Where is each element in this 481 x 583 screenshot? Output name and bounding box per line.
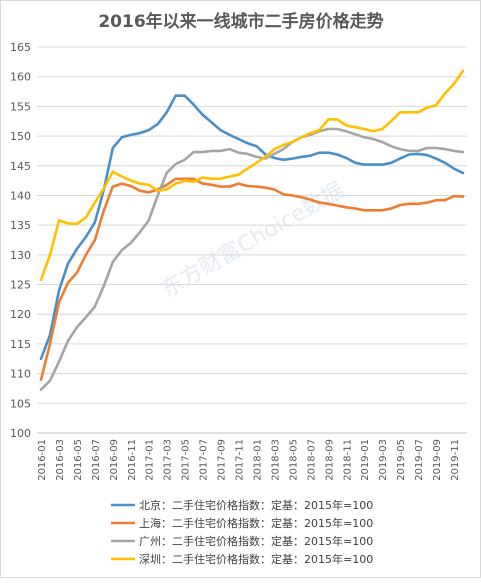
series-line-3 <box>39 127 465 391</box>
series-line-2 <box>39 177 465 381</box>
x-tick-label: 2016-05 <box>73 439 84 481</box>
x-tick-label: 2019-07 <box>414 439 425 481</box>
series-line-4 <box>39 69 465 282</box>
x-tick-label: 2019-03 <box>378 439 389 481</box>
y-axis: 100 105 110 115 120 125 130 135 140 145 150 155 160 1… <box>10 41 31 440</box>
x-tick-label: 2016-11 <box>127 439 138 481</box>
series-lines <box>39 69 465 391</box>
x-tick-label: 2019-05 <box>396 439 407 481</box>
y-tick-label: 115 <box>10 338 31 351</box>
chart-title: 2016年以来一线城市二手房价格走势 <box>98 11 383 32</box>
x-tick-label: 2018-11 <box>342 439 353 481</box>
legend-label-2: 上海：二手住宅价格指数：定基：2015年=100 <box>139 516 373 530</box>
y-tick-label: 105 <box>10 397 31 410</box>
y-tick-label: 110 <box>10 368 31 381</box>
x-tick-label: 2017-09 <box>217 439 228 481</box>
x-tick-label: 2016-03 <box>55 439 66 481</box>
y-tick-label: 155 <box>10 100 31 113</box>
x-tick-label: 2016-09 <box>109 439 120 481</box>
y-tick-label: 165 <box>10 41 31 54</box>
legend: 北京：二手住宅价格指数：定基：2015年=100 上海：二手住宅价格指数：定基：2… <box>111 498 373 566</box>
x-tick-label: 2018-03 <box>270 439 281 481</box>
x-tick-label: 2017-11 <box>235 439 246 481</box>
legend-label-3: 广州：二手住宅价格指数：定基：2015年=100 <box>139 534 373 548</box>
legend-label-4: 深圳：二手住宅价格指数：定基：2015年=100 <box>139 552 373 566</box>
y-tick-label: 100 <box>10 427 31 440</box>
series-line-1 <box>39 94 465 361</box>
y-tick-label: 130 <box>10 249 31 262</box>
x-tick-label: 2016-07 <box>91 439 102 481</box>
y-tick-label: 145 <box>10 160 31 173</box>
y-tick-label: 125 <box>10 279 31 292</box>
y-tick-label: 120 <box>10 308 31 321</box>
y-tick-label: 150 <box>10 130 31 143</box>
legend-label-1: 北京：二手住宅价格指数：定基：2015年=100 <box>139 498 373 512</box>
x-tick-label: 2018-05 <box>288 439 299 481</box>
x-tick-label: 2018-07 <box>306 439 317 481</box>
x-tick-label: 2017-07 <box>199 439 210 481</box>
y-tick-label: 160 <box>10 71 31 84</box>
x-tick-label: 2017-05 <box>181 439 192 481</box>
x-tick-label: 2018-09 <box>324 439 335 481</box>
x-tick-label: 2019-01 <box>360 439 371 481</box>
y-tick-label: 140 <box>10 189 31 202</box>
x-tick-label: 2019-11 <box>450 439 461 481</box>
x-tick-label: 2017-03 <box>163 439 174 481</box>
x-tick-label: 2019-09 <box>432 439 443 481</box>
y-tick-label: 135 <box>10 219 31 232</box>
x-axis: 2016-01 2016-03 2016-05 2016-07 2016-09 2016-… <box>37 432 467 481</box>
x-tick-label: 2016-01 <box>37 439 48 481</box>
x-tick-label: 2017-01 <box>145 439 156 481</box>
x-tick-label: 2018-01 <box>252 439 263 481</box>
